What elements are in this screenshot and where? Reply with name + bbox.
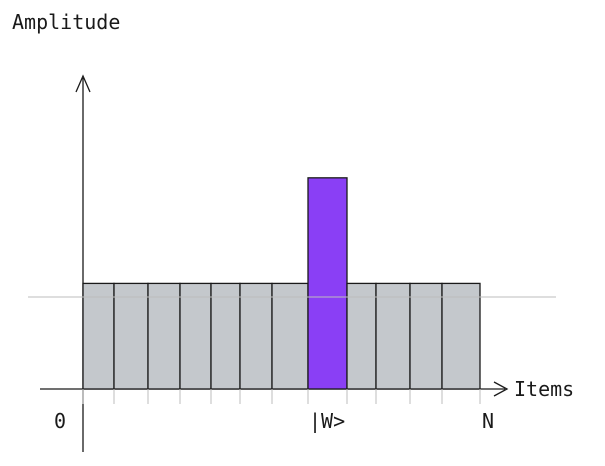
item-bar (113, 282, 149, 390)
item-bar (239, 282, 273, 390)
y-axis-arrowhead (75, 74, 91, 93)
item-bar (179, 282, 212, 390)
bars-group (82, 177, 481, 404)
item-bar (346, 282, 377, 390)
marked-item-bar (307, 177, 348, 390)
tick-label-end: N (482, 409, 494, 433)
y-axis-label: Amplitude (12, 10, 120, 34)
item-bar (147, 282, 181, 390)
x-axis-arrowhead (493, 381, 509, 397)
x-axis-label: Items (514, 377, 574, 401)
item-bar (441, 282, 481, 390)
item-bar (409, 282, 443, 390)
item-bar (82, 282, 115, 390)
item-bar (271, 282, 309, 390)
tick-label-start: 0 (54, 409, 66, 433)
item-bar (210, 282, 241, 390)
tick-label-marked: |W> (309, 409, 345, 433)
item-bar (375, 282, 411, 390)
